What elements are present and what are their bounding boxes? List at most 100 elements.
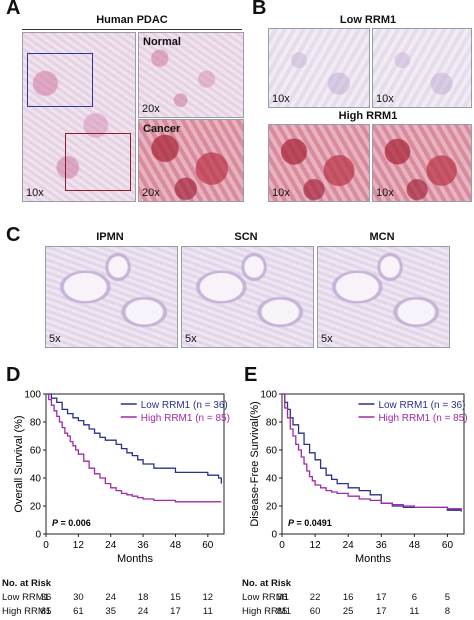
ipmn-title: IPMN <box>96 231 124 243</box>
risk-count: 85 <box>40 606 52 617</box>
risk-table-title-e: No. at Risk <box>242 578 292 589</box>
x-tick-label: 48 <box>170 540 182 551</box>
risk-count: 17 <box>170 606 181 617</box>
risk-count: 35 <box>105 606 116 617</box>
y-tick-label: 80 <box>30 418 42 429</box>
magnification-label: 5x <box>49 333 61 345</box>
magnification-label: 10x <box>272 93 290 105</box>
y-tick-label: 20 <box>30 502 42 513</box>
risk-count: 12 <box>202 592 214 603</box>
panel-letter-d: D <box>6 364 21 386</box>
x-axis-label: Months <box>355 553 392 565</box>
x-tick-label: 36 <box>138 540 150 551</box>
legend-entry: Low RRM1 (n = 36) <box>141 400 228 411</box>
normal-label: Normal <box>143 36 181 48</box>
risk-count: 30 <box>73 592 84 603</box>
risk-count: 25 <box>342 606 354 617</box>
panel-letter-c: C <box>6 224 21 246</box>
y-tick-label: 100 <box>260 390 277 401</box>
legend-entry: High RRM1 (n = 85) <box>141 413 230 424</box>
risk-row-label: Low RRM1 <box>2 592 49 603</box>
scn-title: SCN <box>234 231 258 243</box>
ipmn-image: 5x <box>45 246 178 348</box>
p-value-symbol: P <box>52 518 59 528</box>
risk-row-label: Low RRM1 <box>242 592 289 603</box>
x-axis-label: Months <box>117 553 154 565</box>
high-rrm1-image-1: 10x <box>268 124 370 202</box>
risk-row-label: High RRM1 <box>2 606 52 617</box>
risk-count: 11 <box>202 606 213 617</box>
low-rrm1-image-2: 10x <box>372 28 472 108</box>
risk-count: 16 <box>342 592 354 603</box>
panel-letter-a: A <box>6 0 21 19</box>
magnification-label: 10x <box>376 187 394 199</box>
cancer-label: Cancer <box>143 123 181 135</box>
disease-free-survival-chart: 0 20 40 60 80 100 0 12 24 36 48 60 Months Disease-Fre… <box>249 390 468 566</box>
x-tick-label: 24 <box>105 540 117 551</box>
magnification-label: 5x <box>185 333 197 345</box>
panel-a-title: Human PDAC <box>96 14 168 26</box>
y-tick-label: 60 <box>266 446 278 457</box>
survival-curve-low-rrm1 <box>282 393 462 512</box>
x-tick-label: 60 <box>202 540 214 551</box>
low-rrm1-title: Low RRM1 <box>339 14 397 26</box>
cancer-region-box <box>65 133 131 191</box>
panel-a-title-rule <box>22 29 242 30</box>
high-rrm1-title: High RRM1 <box>338 110 398 122</box>
x-tick-label: 12 <box>310 540 322 551</box>
risk-count: 17 <box>375 592 387 603</box>
cancer-zoom-image: Cancer 20x <box>138 119 244 202</box>
y-tick-label: 40 <box>30 474 42 485</box>
x-tick-label: 12 <box>73 540 85 551</box>
x-tick-label: 60 <box>442 540 454 551</box>
risk-count: 15 <box>170 592 181 603</box>
low-rrm1-image-1: 10x <box>268 28 370 108</box>
x-tick-label: 24 <box>343 540 355 551</box>
x-tick-label: 0 <box>279 540 285 551</box>
risk-count: 24 <box>105 592 116 603</box>
p-value-label: P = 0.006 <box>52 518 91 528</box>
normal-region-box <box>27 53 93 107</box>
magnification-label: 5x <box>321 333 333 345</box>
risk-count: 36 <box>276 592 288 603</box>
scn-image: 5x <box>181 246 314 348</box>
risk-count: 22 <box>309 592 321 603</box>
panel-letter-b: B <box>252 0 267 19</box>
legend-entry: Low RRM1 (n = 36) <box>378 400 465 411</box>
risk-count: 61 <box>73 606 84 617</box>
risk-count: 85 <box>276 606 288 617</box>
risk-count: 60 <box>309 606 321 617</box>
x-tick-label: 36 <box>376 540 388 551</box>
risk-count: 11 <box>409 606 420 617</box>
risk-count: 6 <box>411 592 417 603</box>
magnification-label: 10x <box>272 187 290 199</box>
risk-count: 8 <box>444 606 451 617</box>
y-tick-label: 40 <box>266 474 278 485</box>
mcn-image: 5x <box>317 246 450 348</box>
y-tick-label: 20 <box>266 502 278 513</box>
risk-count: 24 <box>137 606 149 617</box>
y-tick-label: 100 <box>24 390 41 401</box>
y-axis-label: Overall Survival (%) <box>13 415 25 512</box>
magnification-label: 20x <box>142 103 160 115</box>
risk-count: 5 <box>444 592 451 603</box>
p-value-number: = 0.006 <box>58 518 91 528</box>
y-tick-label: 0 <box>271 530 277 541</box>
risk-count: 36 <box>40 592 52 603</box>
risk-table-title-d: No. at Risk <box>2 578 52 589</box>
survival-curve-high-rrm1 <box>282 393 462 511</box>
normal-zoom-image: Normal 20x <box>138 32 244 118</box>
magnification-label: 10x <box>376 93 394 105</box>
pdac-overview-image: 10x <box>22 32 136 202</box>
high-rrm1-image-2: 10x <box>372 124 472 202</box>
magnification-label: 20x <box>142 187 160 199</box>
panel-letter-e: E <box>244 364 258 386</box>
risk-row-label: High RRM1 <box>242 606 292 617</box>
y-tick-label: 80 <box>266 418 278 429</box>
plot-frame <box>45 393 225 535</box>
mcn-title: MCN <box>369 231 395 243</box>
risk-count: 18 <box>137 592 149 603</box>
y-axis-label: Disease-Free Survival(%) <box>249 401 261 526</box>
magnification-label: 10x <box>26 187 44 199</box>
survival-curve-low-rrm1 <box>46 393 222 484</box>
